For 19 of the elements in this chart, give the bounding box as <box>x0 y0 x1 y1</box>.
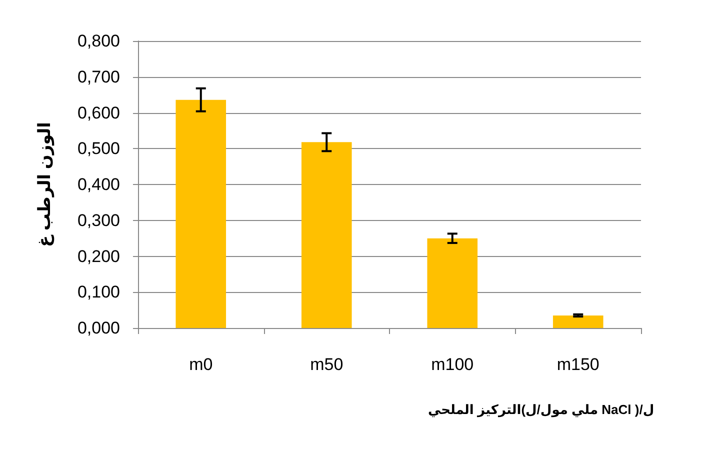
y-tick-label: 0,700 <box>77 67 120 86</box>
x-tick-label: m50 <box>310 355 344 374</box>
bar <box>176 100 226 328</box>
bar <box>552 315 604 328</box>
bar <box>427 238 478 328</box>
x-tick-label: m100 <box>431 355 474 374</box>
bar <box>301 142 352 328</box>
y-tick-label: 0,600 <box>77 103 120 122</box>
y-tick-label: 0,500 <box>77 139 120 158</box>
y-tick-label: 0,200 <box>77 246 120 266</box>
y-tick-label: 0,100 <box>77 282 120 302</box>
y-tick-label: 0,000 <box>77 318 120 338</box>
x-axis-title: التركيز الملحي(ملي مول/ل NaCl )/ل <box>428 402 654 418</box>
y-tick-label: 0,300 <box>77 210 120 230</box>
y-axis-title: الوزن الرطب غ <box>35 122 55 248</box>
x-tick-label: m150 <box>556 355 600 374</box>
y-tick-label: 0,800 <box>77 32 120 50</box>
y-tick-label: 0,400 <box>77 175 120 194</box>
x-tick-label: m0 <box>189 355 213 374</box>
